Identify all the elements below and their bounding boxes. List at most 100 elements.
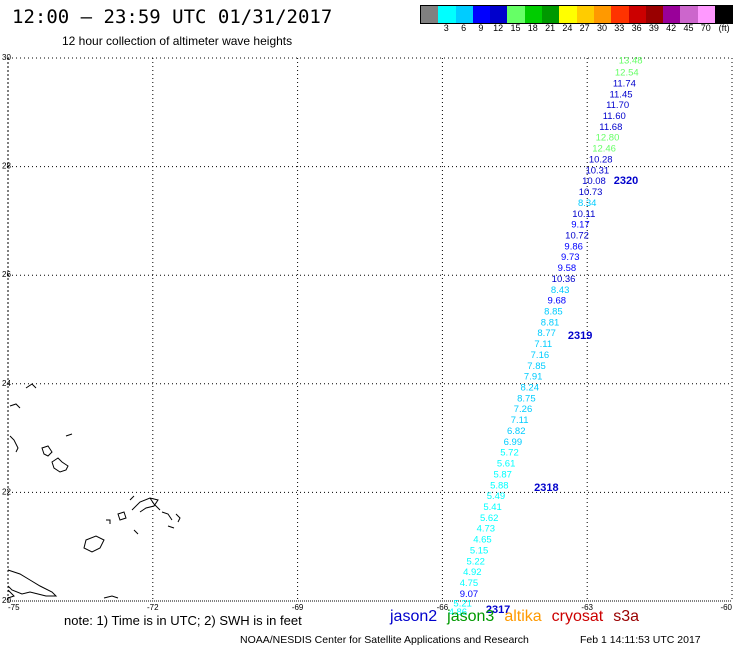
wave-height-label: 6.99 (504, 437, 523, 448)
wave-height-label: 8.85 (544, 306, 563, 317)
wave-height-label: 7.91 (524, 372, 543, 383)
wave-height-label: 5.88 (490, 480, 509, 491)
wave-height-label: 9.86 (564, 241, 583, 252)
map-subtitle: 12 hour collection of altimeter wave hei… (62, 34, 293, 48)
longitude-tick-label: -72 (147, 603, 159, 612)
wave-height-label: 10.36 (552, 274, 576, 285)
wave-height-label: 11.60 (603, 111, 626, 122)
wave-height-label: 5.41 (483, 502, 502, 513)
color-swatch (421, 6, 439, 23)
credit-line: NOAA/NESDIS Center for Satellite Applica… (240, 634, 529, 646)
wave-height-label: 8.75 (517, 393, 536, 404)
legend-item-s3a: s3a (613, 608, 640, 625)
color-scale-tick: 12 (493, 23, 504, 33)
wave-height-label: 9.07 (460, 589, 479, 600)
wave-height-label: 5.61 (497, 459, 516, 470)
color-swatch (645, 6, 664, 23)
color-swatch (697, 6, 716, 23)
wave-height-label: 10.72 (565, 230, 589, 241)
orbit-pass-label: 2320 (614, 175, 638, 187)
color-scale-tick: 33 (614, 23, 625, 33)
orbit-pass-label: 2317 (486, 604, 510, 616)
color-scale-tick: 70 (700, 23, 711, 33)
wave-height-label: 7.11 (511, 415, 529, 426)
coastline-small-3 (133, 529, 139, 535)
color-swatch (559, 6, 577, 23)
color-swatch (663, 6, 681, 23)
longitude-tick-label: -69 (292, 603, 304, 612)
wave-height-label: 8.43 (551, 285, 570, 296)
wave-height-label: 11.45 (609, 89, 632, 100)
orbit-pass-label: 2319 (568, 330, 592, 342)
wave-height-label: 4.65 (473, 535, 492, 546)
wave-height-label: 11.70 (606, 100, 629, 111)
color-swatch (680, 6, 698, 23)
coastline-acklins (131, 497, 159, 513)
wave-height-label: 5.49 (487, 491, 506, 502)
wave-height-label: 4.73 (477, 524, 496, 535)
longitude-tick-label: -75 (8, 603, 20, 612)
latitude-tick-label: 26 (2, 270, 11, 279)
wave-height-label: 9.17 (571, 220, 590, 231)
color-swatch (507, 6, 525, 23)
color-scale-ticks: 3 6 9 12 15 18 21 24 27 30 33 36 39 42 45 70 (ft) (420, 23, 740, 35)
coastline-cuba-east (7, 569, 58, 597)
color-scale-tick: 27 (579, 23, 590, 33)
color-swatch (524, 6, 543, 23)
coastline-caicos (117, 511, 127, 521)
coastline-exuma (41, 445, 53, 457)
wave-height-label: 5.72 (500, 448, 519, 459)
coastline-turks (175, 513, 181, 523)
color-scale-tick: 39 (648, 23, 659, 33)
wave-height-label: 10.28 (589, 154, 613, 165)
wave-height-label: 10.11 (572, 209, 595, 220)
coastline-mayaguana (106, 519, 111, 524)
color-scale-tick: 30 (596, 23, 608, 33)
wave-height-label: 6.82 (507, 426, 526, 437)
coastline-small-5 (167, 525, 175, 529)
wave-height-label: 10.08 (582, 176, 606, 187)
coastline-crooked-island (161, 511, 173, 521)
coastline-great-inagua (83, 535, 105, 553)
color-swatch (472, 6, 491, 23)
color-scale-bar (420, 5, 734, 24)
wave-height-label: 9.73 (561, 252, 580, 263)
color-scale-tick: 6 (461, 23, 467, 33)
color-scale-tick: 45 (683, 23, 694, 33)
wave-height-label: 5.21 (453, 599, 472, 610)
wave-height-label: 5.62 (480, 513, 499, 524)
wave-height-label: 9.68 (548, 296, 567, 307)
coastline-andros (51, 457, 69, 473)
coastline-small-1 (65, 433, 73, 437)
latitude-tick-label: 20 (2, 596, 11, 605)
color-swatch (576, 6, 594, 23)
latitude-tick-label: 30 (2, 53, 11, 62)
color-scale-tick: 18 (527, 23, 538, 33)
wave-height-label: 7.16 (531, 350, 550, 361)
wave-height-label: 7.11 (534, 339, 552, 350)
legend-item-altika: altika (504, 608, 542, 625)
color-swatch (628, 6, 646, 23)
wave-height-label: 12.80 (596, 133, 620, 144)
wave-height-label: 5.22 (466, 556, 485, 567)
longitude-tick-label: -66 (437, 603, 449, 612)
map-title: 12:00 – 23:59 UTC 01/31/2017 (12, 6, 333, 28)
color-scale-unit: (ft) (718, 23, 730, 33)
color-swatch (542, 6, 560, 23)
coastline-small-4 (129, 495, 135, 501)
legend-item-jason3: jason3 (447, 608, 495, 625)
wave-height-label: 7.26 (514, 404, 533, 415)
wave-height-label: 8.34 (578, 198, 597, 209)
color-swatch (593, 6, 612, 23)
wave-height-label: 12.46 (592, 144, 616, 155)
latitude-tick-label: 24 (2, 379, 11, 388)
coastline-abaco (9, 403, 21, 409)
wave-height-label: 10.31 (585, 165, 609, 176)
color-scale-tick: 24 (562, 23, 573, 33)
color-scale-tick: 9 (478, 23, 484, 33)
wave-height-label: 8.81 (541, 317, 560, 328)
wave-height-label: 9.58 (558, 263, 577, 274)
coastline-long-island (149, 497, 161, 511)
color-scale-tick: 15 (510, 23, 521, 33)
